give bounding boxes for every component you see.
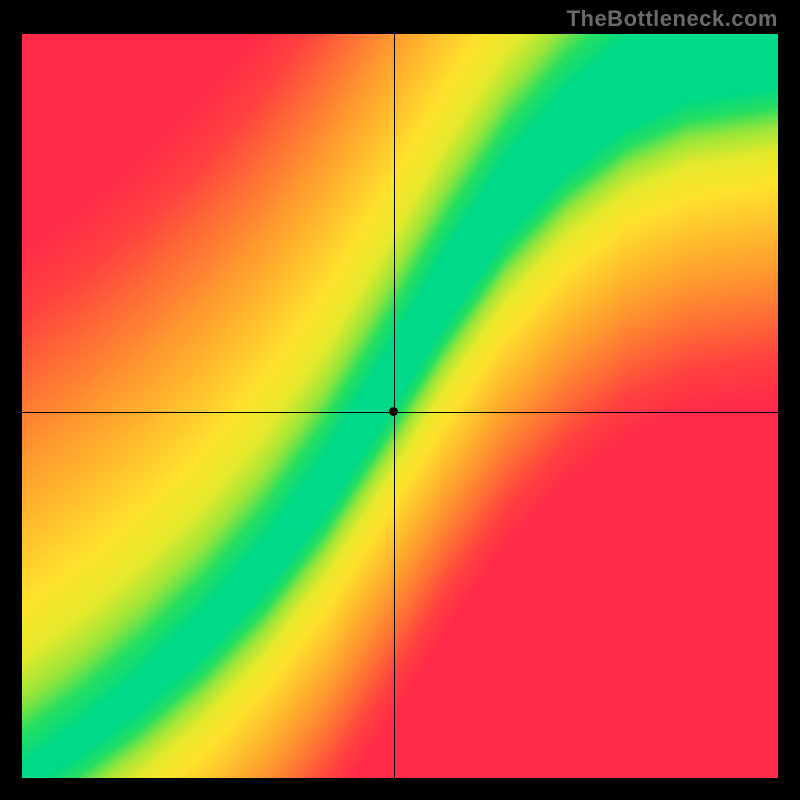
watermark-text: TheBottleneck.com (567, 6, 778, 32)
bottleneck-heatmap (22, 34, 778, 778)
plot-area (22, 34, 778, 778)
chart-frame: TheBottleneck.com (0, 0, 800, 800)
